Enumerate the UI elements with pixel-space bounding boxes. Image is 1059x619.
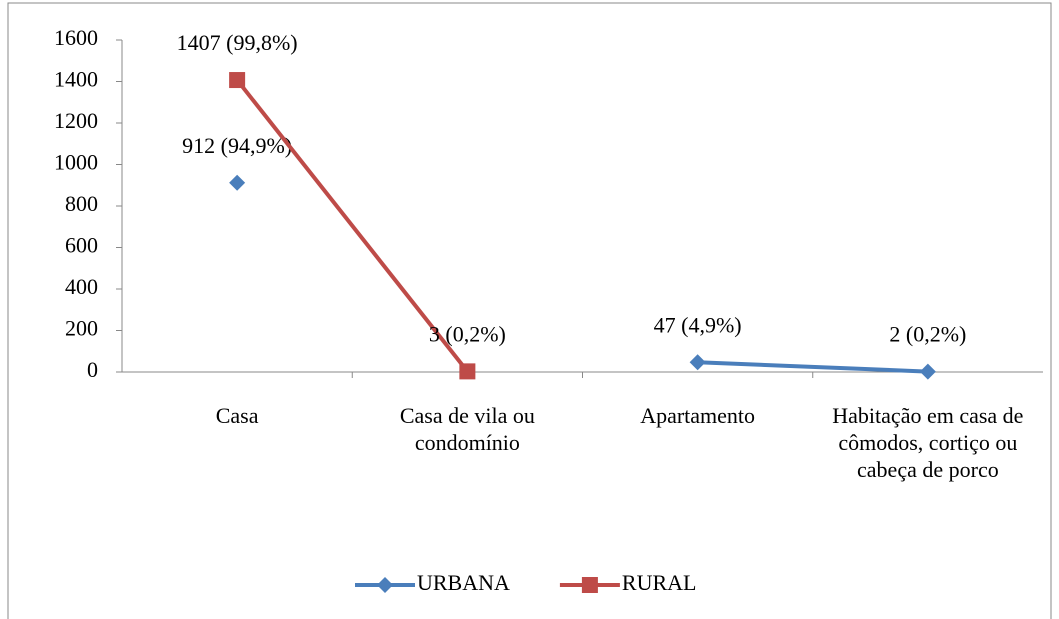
- data-label: 1407 (99,8%): [177, 30, 298, 55]
- y-tick-label: 0: [87, 357, 98, 382]
- data-point: [459, 363, 476, 380]
- data-point: [229, 72, 246, 89]
- series-line: [235, 78, 469, 373]
- legend-marker: [581, 577, 598, 593]
- x-tick-label: Casa: [215, 403, 259, 428]
- legend-marker: [377, 577, 393, 593]
- chart-frame: [7, 2, 1052, 619]
- data-label: 2 (0,2%): [889, 322, 966, 347]
- data-point: [229, 174, 246, 191]
- y-tick-label: 1200: [54, 108, 98, 133]
- data-point: [689, 354, 706, 371]
- y-tick-label: 1000: [54, 150, 98, 175]
- y-tick-label: 800: [65, 191, 98, 216]
- y-tick-label: 600: [65, 233, 98, 258]
- data-point: [919, 363, 936, 380]
- series-line: [697, 360, 928, 374]
- y-tick-label: 1600: [54, 25, 98, 50]
- y-tick-label: 200: [65, 316, 98, 341]
- legend-label: RURAL: [622, 570, 697, 595]
- legend-label: URBANA: [417, 570, 510, 595]
- y-tick-label: 400: [65, 274, 98, 299]
- data-label: 912 (94,9%): [182, 133, 292, 158]
- x-tick-label: Apartamento: [640, 403, 756, 428]
- data-label: 47 (4,9%): [654, 312, 742, 337]
- x-tick-label: Habitação em casa de cômodos, cortiço ou…: [832, 403, 1024, 482]
- y-tick-label: 1400: [54, 67, 98, 92]
- x-tick-label: Casa de vila ou condomínio: [399, 403, 535, 455]
- data-label: 3 (0,2%): [429, 321, 506, 346]
